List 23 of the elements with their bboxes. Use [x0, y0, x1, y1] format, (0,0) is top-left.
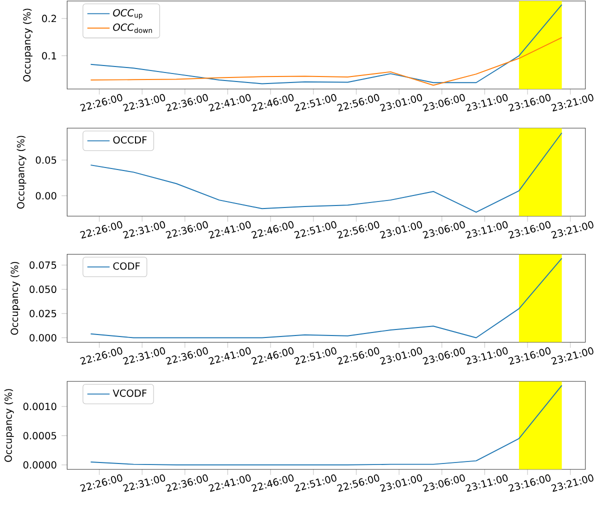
line-series	[90, 37, 562, 86]
legend-label: OCC$_{up}$	[113, 9, 142, 20]
y-tick-label: 0.05	[36, 156, 56, 164]
y-tick-label: 0.000	[30, 334, 56, 342]
legend-label: OCC$_{down}$	[113, 24, 152, 34]
y-tick-label: 0.0010	[23, 402, 56, 410]
y-axis-title: Occupancy (%)	[10, 262, 20, 336]
y-tick-label: 0.0000	[23, 461, 56, 469]
y-tick-label: 0.1	[42, 52, 56, 60]
legend-label: CODF	[113, 262, 140, 270]
y-tick-label: 0.075	[30, 262, 56, 269]
y-tick-label: 0.050	[30, 286, 56, 294]
y-axis-title: Occupancy (%)	[16, 136, 26, 209]
y-tick-label: 0.0005	[23, 432, 56, 440]
y-tick-label: 0.025	[30, 310, 56, 318]
line-series	[90, 132, 562, 213]
y-axis-title: Occupancy (%)	[23, 8, 32, 82]
y-tick-label: 0.2	[42, 15, 56, 22]
line-series	[90, 4, 562, 84]
legend-label: OCCDF	[113, 136, 147, 144]
y-tick-label: 0.00	[36, 192, 56, 200]
y-axis-title: Occupancy (%)	[4, 389, 14, 462]
legend-label: VCODF	[112, 390, 146, 398]
